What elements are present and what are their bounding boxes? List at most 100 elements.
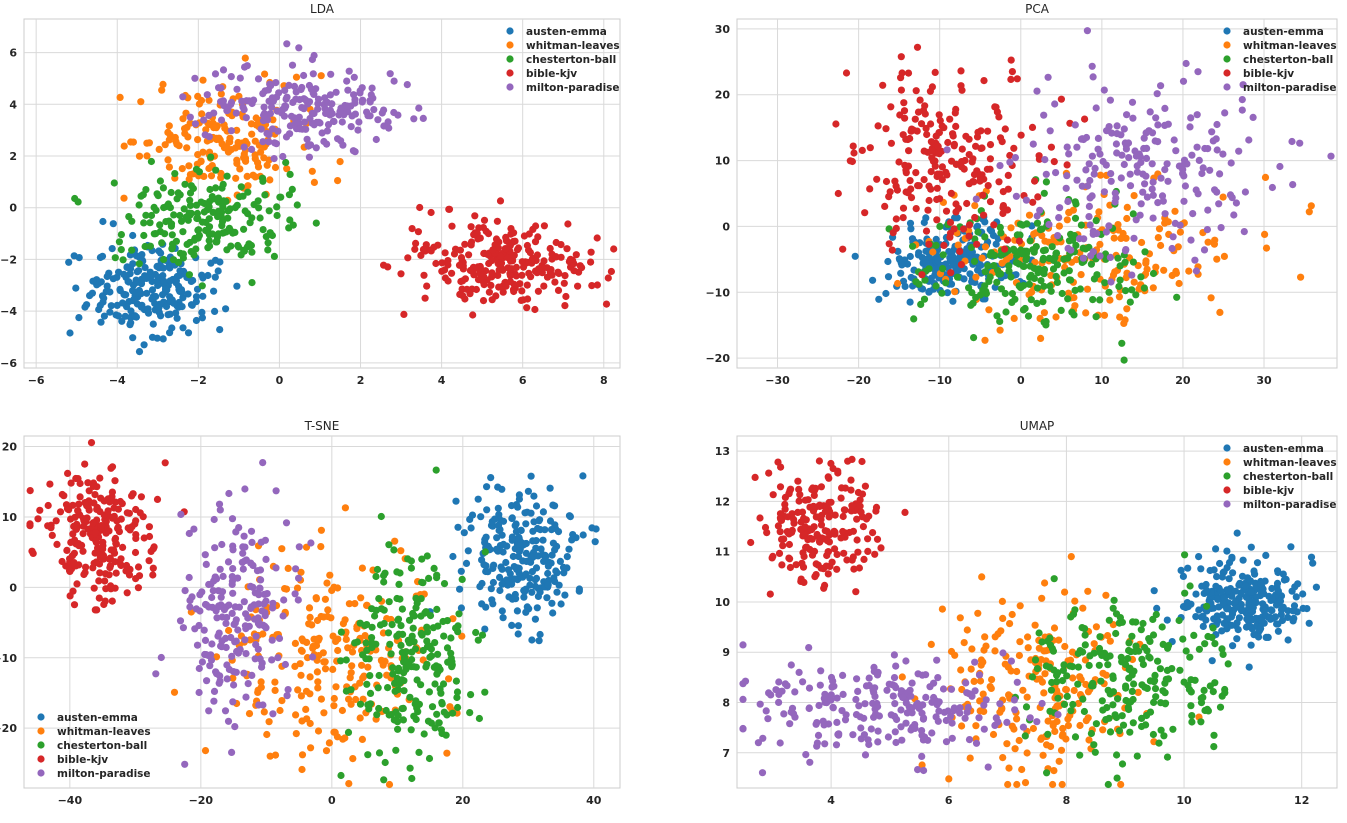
- data-point-milton-paradise: [787, 708, 795, 716]
- data-point-milton-paradise: [908, 679, 916, 687]
- data-point-milton-paradise: [1182, 59, 1190, 68]
- data-point-milton-paradise: [963, 689, 971, 697]
- data-point-chesterton-ball: [440, 580, 449, 588]
- data-point-milton-paradise: [775, 678, 783, 686]
- data-point-chesterton-ball: [1048, 243, 1056, 251]
- legend-marker: [37, 713, 45, 721]
- data-point-whitman-leaves: [1155, 225, 1164, 233]
- data-point-whitman-leaves: [352, 695, 360, 704]
- data-point-whitman-leaves: [358, 661, 366, 669]
- data-point-whitman-leaves: [1082, 309, 1090, 317]
- data-point-whitman-leaves: [1096, 171, 1105, 179]
- data-point-bible-kjv: [475, 224, 483, 232]
- legend-label: milton-paradise: [57, 768, 151, 780]
- data-point-whitman-leaves: [970, 677, 978, 686]
- data-point-chesterton-ball: [282, 158, 290, 167]
- data-point-whitman-leaves: [1090, 640, 1098, 648]
- data-point-milton-paradise: [259, 459, 267, 467]
- data-point-austen-emma: [480, 561, 488, 569]
- data-point-chesterton-ball: [1087, 729, 1095, 738]
- data-point-whitman-leaves: [313, 668, 321, 676]
- data-point-austen-emma: [166, 277, 174, 285]
- data-point-bible-kjv: [587, 258, 595, 266]
- data-point-chesterton-ball: [399, 704, 407, 713]
- x-tick-label: 8: [1063, 794, 1071, 807]
- data-point-bible-kjv: [44, 522, 52, 530]
- data-point-bible-kjv: [1029, 198, 1037, 206]
- data-point-milton-paradise: [367, 91, 375, 99]
- data-point-chesterton-ball: [440, 632, 448, 640]
- data-point-chesterton-ball: [481, 688, 489, 696]
- data-point-chesterton-ball: [194, 234, 202, 242]
- data-point-bible-kjv: [864, 547, 872, 556]
- data-point-bible-kjv: [936, 195, 944, 203]
- data-point-bible-kjv: [957, 82, 965, 90]
- data-point-whitman-leaves: [1038, 594, 1046, 602]
- data-point-austen-emma: [1307, 553, 1316, 561]
- data-point-bible-kjv: [927, 168, 935, 176]
- data-point-austen-emma: [125, 278, 133, 286]
- data-point-chesterton-ball: [1033, 284, 1042, 292]
- data-point-whitman-leaves: [976, 677, 985, 685]
- data-point-whitman-leaves: [938, 605, 947, 613]
- data-point-chesterton-ball: [438, 698, 446, 707]
- data-point-austen-emma: [515, 547, 524, 556]
- data-point-whitman-leaves: [314, 678, 322, 686]
- data-point-milton-paradise: [1161, 104, 1169, 112]
- data-point-bible-kjv: [89, 519, 97, 527]
- data-point-chesterton-ball: [1138, 722, 1146, 731]
- data-point-chesterton-ball: [1092, 720, 1100, 728]
- data-point-bible-kjv: [552, 238, 560, 247]
- data-point-bible-kjv: [895, 158, 903, 166]
- data-point-whitman-leaves: [185, 162, 193, 170]
- data-point-bible-kjv: [887, 103, 895, 111]
- data-point-chesterton-ball: [1095, 661, 1103, 669]
- data-point-austen-emma: [123, 263, 131, 271]
- data-point-chesterton-ball: [1121, 287, 1130, 295]
- data-point-milton-paradise: [1142, 129, 1150, 137]
- data-point-chesterton-ball: [377, 512, 385, 521]
- data-point-chesterton-ball: [393, 594, 401, 603]
- data-point-chesterton-ball: [1218, 645, 1226, 653]
- legend-label: whitman-leaves: [1243, 40, 1337, 52]
- data-point-austen-emma: [1198, 582, 1206, 590]
- data-point-chesterton-ball: [1079, 695, 1087, 703]
- data-point-whitman-leaves: [330, 694, 338, 703]
- data-point-bible-kjv: [794, 508, 802, 516]
- data-point-milton-paradise: [1107, 278, 1115, 286]
- data-point-whitman-leaves: [1057, 746, 1066, 754]
- data-point-whitman-leaves: [234, 138, 242, 147]
- data-point-whitman-leaves: [120, 194, 128, 202]
- data-point-bible-kjv: [957, 261, 966, 269]
- data-point-bible-kjv: [481, 249, 489, 257]
- data-point-bible-kjv: [108, 488, 116, 496]
- data-point-milton-paradise: [920, 766, 928, 775]
- data-point-milton-paradise: [224, 717, 233, 725]
- data-point-austen-emma: [556, 557, 565, 566]
- data-point-whitman-leaves: [1077, 271, 1085, 279]
- data-point-bible-kjv: [444, 261, 452, 269]
- data-point-austen-emma: [1266, 613, 1274, 621]
- data-point-bible-kjv: [1063, 161, 1071, 169]
- data-point-chesterton-ball: [256, 214, 264, 222]
- data-point-bible-kjv: [778, 535, 786, 544]
- data-point-chesterton-ball: [235, 243, 243, 251]
- legend-label: austen-emma: [526, 26, 607, 38]
- data-point-austen-emma: [521, 509, 529, 517]
- data-point-milton-paradise: [259, 138, 267, 146]
- data-point-milton-paradise: [1227, 159, 1235, 167]
- data-point-austen-emma: [1312, 583, 1320, 591]
- data-point-milton-paradise: [295, 543, 303, 551]
- data-point-austen-emma: [552, 567, 560, 575]
- data-point-milton-paradise: [1213, 120, 1221, 129]
- data-point-bible-kjv: [108, 463, 117, 471]
- data-point-austen-emma: [477, 513, 485, 521]
- data-point-bible-kjv: [92, 537, 100, 545]
- data-point-bible-kjv: [907, 127, 915, 135]
- data-point-bible-kjv: [979, 191, 987, 199]
- data-point-austen-emma: [1251, 570, 1259, 578]
- data-point-whitman-leaves: [305, 620, 313, 628]
- data-point-milton-paradise: [1146, 108, 1154, 116]
- data-point-austen-emma: [1217, 588, 1225, 596]
- data-point-chesterton-ball: [1042, 662, 1050, 670]
